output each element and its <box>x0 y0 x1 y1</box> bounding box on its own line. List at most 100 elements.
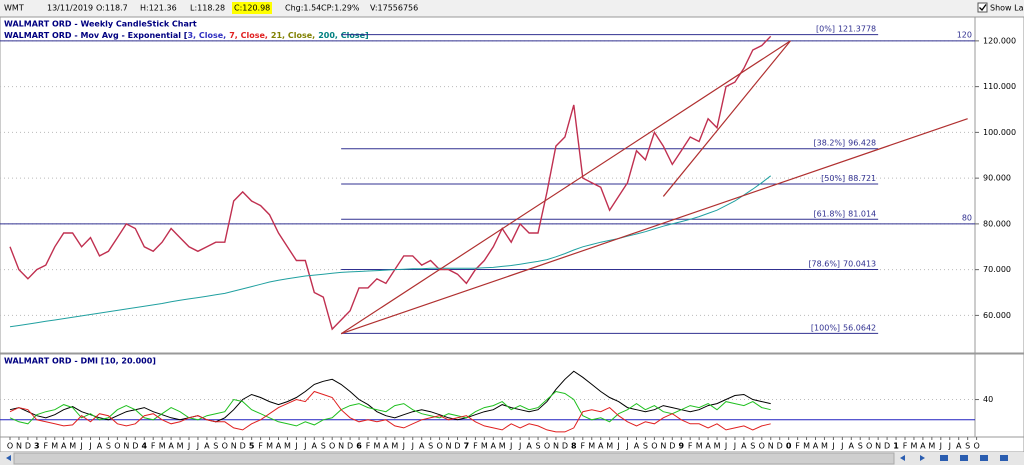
x-tick-label: S <box>428 442 433 451</box>
x-tick-label: J <box>196 442 199 451</box>
x-tick-label: N <box>123 442 129 451</box>
fib-label: [38.2%] 96.428 <box>813 138 876 147</box>
change-pct: CP:1.29% <box>321 4 360 13</box>
y-tick-label: 110.000 <box>983 82 1016 91</box>
series-line <box>9 370 771 423</box>
x-tick-label: F <box>903 442 908 451</box>
x-tick-label: M <box>910 442 917 451</box>
x-tick-label: A <box>204 442 210 451</box>
x-tick-label: A <box>491 442 497 451</box>
x-tick-label: O <box>114 442 120 451</box>
x-tick-label: A <box>705 442 711 451</box>
x-tick-label: M <box>588 442 595 451</box>
x-tick-label: J <box>831 442 834 451</box>
y-tick-label: 80.000 <box>983 219 1011 228</box>
x-tick-label: M <box>391 442 398 451</box>
x-tick-label: A <box>383 442 389 451</box>
x-tick-label: A <box>97 442 103 451</box>
x-tick-label: O <box>651 442 657 451</box>
fib-level-name: [50%] <box>821 173 845 182</box>
change: Chg:1.54 <box>285 4 321 13</box>
x-tick-label: 7 <box>464 442 470 451</box>
x-tick-label: M <box>481 442 488 451</box>
x-tick-label: O <box>329 442 335 451</box>
x-tick-label: N <box>768 442 774 451</box>
checkmark <box>979 4 987 11</box>
y-tick-label: 70.000 <box>983 265 1011 274</box>
fib-level-name: [0%] <box>816 24 835 33</box>
x-tick-label: F <box>580 442 585 451</box>
x-tick-label: 9 <box>678 442 684 451</box>
show-last-label[interactable]: Show Last <box>990 4 1024 13</box>
legend-item: 7, Close, <box>229 31 268 40</box>
legend-item: 21, Close, <box>271 31 315 40</box>
x-tick-label: N <box>338 442 344 451</box>
x-tick-label: J <box>187 442 190 451</box>
fib-label: [78.6%] 70.0413 <box>808 259 876 268</box>
x-tick-label: D <box>562 442 568 451</box>
x-tick-label: J <box>79 442 82 451</box>
trend-line <box>340 40 791 335</box>
x-tick-label: M <box>51 442 58 451</box>
dmi-title: WALMART ORD - DMI [10, 20.000] <box>4 357 156 366</box>
x-tick-label: J <box>303 442 306 451</box>
x-tick-label: D <box>25 442 31 451</box>
x-tick-label: M <box>499 442 506 451</box>
x-tick-label: D <box>347 442 353 451</box>
x-tick-label: O <box>436 442 442 451</box>
x-tick-label: A <box>526 442 532 451</box>
x-tick-label: D <box>884 442 890 451</box>
fib-label: [0%] 121.3778 <box>816 24 876 33</box>
show-last-checkbox[interactable] <box>977 2 988 13</box>
x-tick-label: J <box>518 442 521 451</box>
x-tick-label: N <box>875 442 881 451</box>
x-tick-label: O <box>544 442 550 451</box>
x-tick-label: 6 <box>356 442 362 451</box>
x-tick-label: M <box>928 442 935 451</box>
x-tick-label: N <box>660 442 666 451</box>
x-tick-label: J <box>939 442 942 451</box>
x-tick-label: F <box>795 442 800 451</box>
x-tick-label: J <box>948 442 951 451</box>
horizontal-line-label: 120 <box>957 30 972 39</box>
x-tick-label: A <box>168 442 174 451</box>
legend-item: WALMART ORD - Mov Avg - Exponential [ <box>4 31 188 40</box>
x-tick-label: S <box>750 442 755 451</box>
scroll-thumb[interactable] <box>13 452 895 465</box>
x-tick-label: J <box>411 442 414 451</box>
x-tick-label: A <box>956 442 962 451</box>
x-tick-label: J <box>840 442 843 451</box>
close-highlight <box>232 2 272 14</box>
fib-level-value: 121.3778 <box>838 24 876 33</box>
x-tick-label: M <box>266 442 273 451</box>
legend-item: 3, Close, <box>187 31 226 40</box>
x-tick-label: J <box>509 442 512 451</box>
x-tick-label: J <box>724 442 727 451</box>
x-tick-label: O <box>222 442 228 451</box>
x-tick-label: F <box>473 442 478 451</box>
fib-level-value: 56.0642 <box>843 323 876 332</box>
x-tick-label: J <box>402 442 405 451</box>
x-tick-label: J <box>733 442 736 451</box>
x-tick-label: M <box>803 442 810 451</box>
series-line <box>9 390 771 427</box>
legend: WALMART ORD - Mov Avg - Exponential [3, … <box>4 31 369 40</box>
x-tick-label: F <box>43 442 48 451</box>
volume: V:17556756 <box>370 4 418 13</box>
x-tick-label: S <box>536 442 541 451</box>
x-tick-label: 4 <box>141 442 147 451</box>
x-tick-label: J <box>616 442 619 451</box>
x-tick-label: J <box>88 442 91 451</box>
horizontal-line-label: 80 <box>962 213 972 222</box>
x-tick-label: M <box>714 442 721 451</box>
x-tick-label: A <box>276 442 282 451</box>
x-tick-label: M <box>284 442 291 451</box>
x-tick-label: 8 <box>571 442 577 451</box>
y-tick-label: 60.000 <box>983 311 1011 320</box>
x-tick-label: F <box>258 442 263 451</box>
trend-line <box>340 118 968 335</box>
x-tick-label: A <box>920 442 926 451</box>
series-line <box>9 35 772 331</box>
fib-label: [61.8%] 81.014 <box>813 209 876 218</box>
x-tick-label: M <box>177 442 184 451</box>
